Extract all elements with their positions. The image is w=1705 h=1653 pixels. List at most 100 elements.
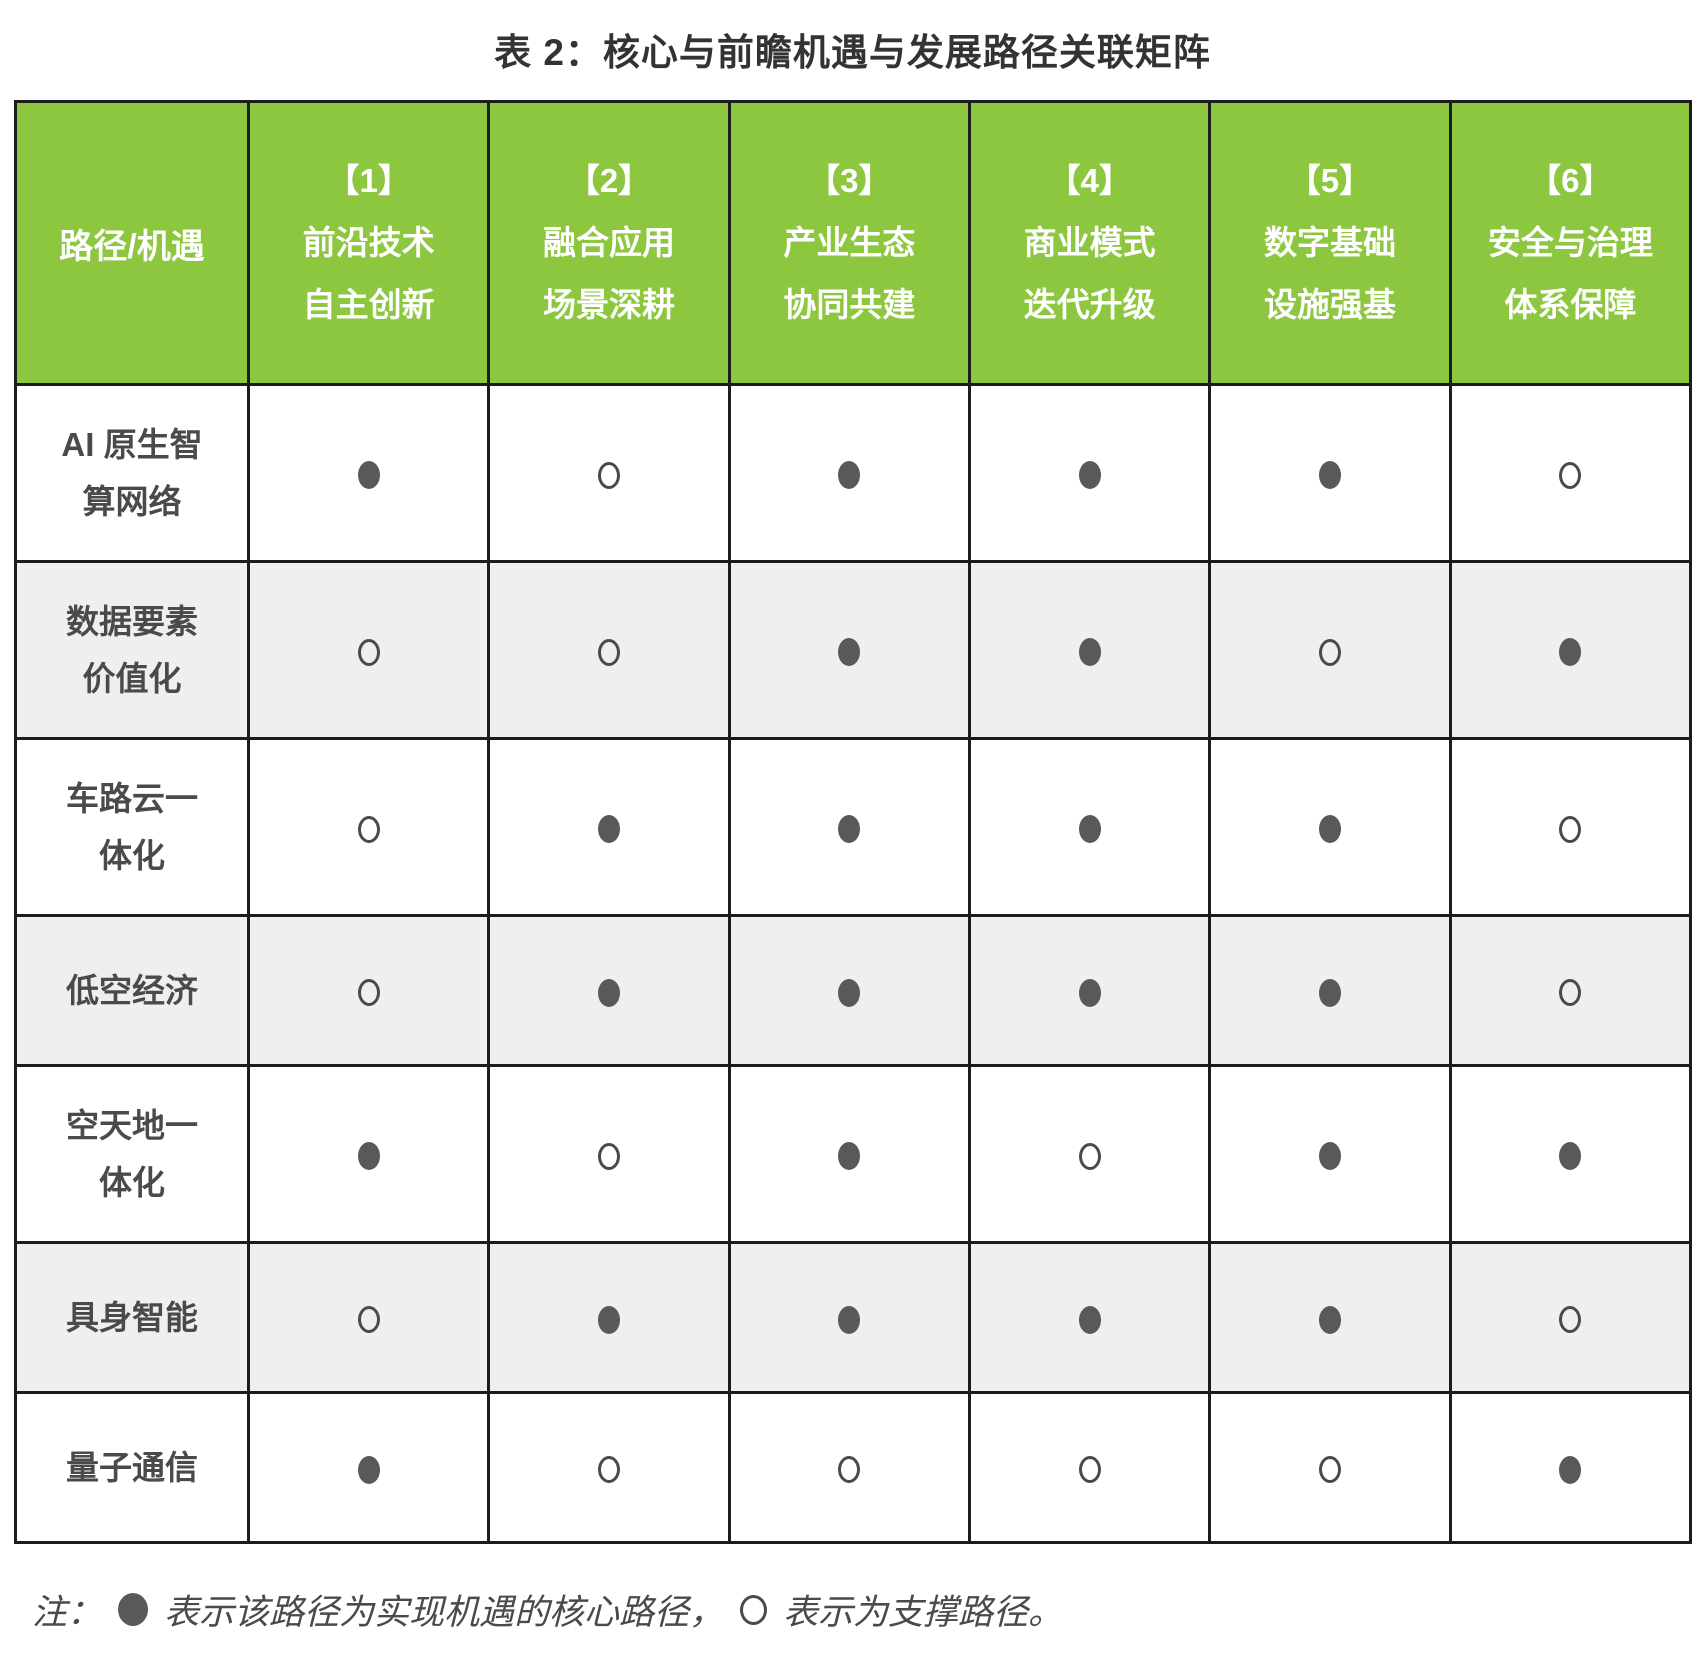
matrix-cell <box>727 737 971 917</box>
matrix-cell <box>1448 1241 1693 1394</box>
matrix-cell <box>967 914 1212 1067</box>
core-path-marker-icon <box>597 978 620 1007</box>
row-label-cell: 低空经济 <box>14 914 250 1067</box>
matrix-cell <box>727 914 971 1067</box>
matrix-cell <box>246 737 491 917</box>
core-path-marker-icon <box>1078 1305 1101 1334</box>
support-path-marker-icon <box>838 1456 861 1484</box>
row-label-cell: AI 原生智 算网络 <box>14 383 250 563</box>
column-header-line: 场景深耕 <box>542 286 675 323</box>
column-header-line: 商业模式 <box>1023 224 1156 261</box>
table-row: 量子通信 <box>14 1391 1693 1544</box>
matrix-body: AI 原生智 算网络 数据要素 价值化 车路云一 体化 低空经济 空天地一 体化 具身智能 量子通信 <box>14 383 1693 1544</box>
matrix-cell <box>246 560 491 740</box>
matrix-cell <box>727 383 971 563</box>
support-path-marker-icon <box>1559 815 1582 843</box>
core-path-marker-icon <box>838 1142 861 1171</box>
footnote: 注： 表示该路径为实现机遇的核心路径， 表示为支撑路径。 <box>14 1544 1691 1635</box>
core-path-marker-icon <box>838 461 861 490</box>
footnote-core-text: 表示该路径为实现机遇的核心路径， <box>164 1593 725 1632</box>
column-header-line: 迭代升级 <box>1023 286 1156 323</box>
column-header-line: 【4】 <box>1047 162 1132 199</box>
matrix-cell <box>246 1064 491 1244</box>
row-label-cell: 量子通信 <box>14 1391 250 1544</box>
column-header-line: 产业生态 <box>783 224 916 261</box>
row-label-line: 量子通信 <box>66 1449 198 1486</box>
support-path-marker-icon <box>740 1594 768 1625</box>
row-label-cell: 具身智能 <box>14 1241 250 1394</box>
table-row: 空天地一 体化 <box>14 1064 1693 1244</box>
core-path-marker-icon <box>1078 461 1101 490</box>
core-path-marker-icon <box>838 638 861 667</box>
matrix-cell <box>246 383 491 563</box>
row-label-cell: 数据要素 价值化 <box>14 560 250 740</box>
matrix-cell <box>1208 737 1452 917</box>
matrix-cell <box>1208 383 1452 563</box>
matrix-cell <box>727 560 971 740</box>
column-header-line: 安全与治理 <box>1487 224 1653 261</box>
support-path-marker-icon <box>357 979 380 1007</box>
matrix-cell <box>1208 914 1452 1067</box>
column-header-line: 自主创新 <box>302 286 435 323</box>
matrix-cell <box>1448 383 1693 563</box>
column-header-6: 【6】 安全与治理 体系保障 <box>1448 100 1693 386</box>
row-label-line: 数据要素 <box>66 603 198 640</box>
matrix-cell <box>246 1391 491 1544</box>
core-path-marker-icon <box>357 1142 380 1171</box>
table-row: 低空经济 <box>14 914 1693 1067</box>
matrix-cell <box>967 383 1212 563</box>
core-path-marker-icon <box>1318 815 1341 844</box>
core-path-marker-icon <box>1078 978 1101 1007</box>
core-path-marker-icon <box>838 978 861 1007</box>
core-path-marker-icon <box>1078 638 1101 667</box>
core-path-marker-icon <box>1559 638 1582 667</box>
matrix-cell <box>967 737 1212 917</box>
support-path-marker-icon <box>357 1306 380 1334</box>
matrix-cell <box>487 560 731 740</box>
row-label-line: 空天地一 <box>66 1107 198 1144</box>
column-header-line: 协同共建 <box>783 286 916 323</box>
support-path-marker-icon <box>357 638 380 666</box>
column-header-line: 【3】 <box>807 162 892 199</box>
core-path-marker-icon <box>357 461 380 490</box>
corner-header-cell: 路径/机遇 <box>14 100 250 386</box>
column-header-line: 【5】 <box>1287 162 1373 199</box>
matrix-cell <box>1448 737 1693 917</box>
core-path-marker-icon <box>838 1305 861 1334</box>
core-path-marker-icon <box>1318 461 1341 490</box>
column-header-line: 融合应用 <box>542 224 675 261</box>
row-label-cell: 空天地一 体化 <box>14 1064 250 1244</box>
row-label-line: 体化 <box>99 1164 165 1201</box>
support-path-marker-icon <box>1078 1142 1101 1170</box>
correlation-matrix-table: 路径/机遇 【1】 前沿技术 自主创新 【2】 融合应用 场景深耕 【3】 产业生态 协同共建【… <box>14 100 1693 1544</box>
support-path-marker-icon <box>597 1142 620 1170</box>
table-title: 表 2：核心与前瞻机遇与发展路径关联矩阵 <box>494 32 1211 73</box>
table-row: AI 原生智 算网络 <box>14 383 1693 563</box>
support-path-marker-icon <box>1318 638 1341 666</box>
core-path-marker-icon <box>1318 1305 1341 1334</box>
support-path-marker-icon <box>1559 1306 1582 1334</box>
row-label-line: AI 原生智 <box>61 426 203 463</box>
column-header-5: 【5】 数字基础 设施强基 <box>1208 100 1452 386</box>
row-label-line: 价值化 <box>82 660 182 697</box>
core-path-marker-icon <box>1318 1142 1341 1171</box>
support-path-marker-icon <box>1318 1456 1341 1484</box>
matrix-cell <box>1208 1064 1452 1244</box>
core-path-marker-icon <box>597 1305 620 1334</box>
matrix-cell <box>967 1064 1212 1244</box>
table-row: 具身智能 <box>14 1241 1693 1394</box>
matrix-cell <box>727 1064 971 1244</box>
core-path-marker-icon <box>1318 978 1341 1007</box>
core-path-marker-icon <box>597 815 620 844</box>
support-path-marker-icon <box>1078 1456 1101 1484</box>
matrix-cell <box>1208 560 1452 740</box>
column-header-line: 【1】 <box>326 162 411 199</box>
row-label-line: 体化 <box>99 837 165 874</box>
support-path-marker-icon <box>597 638 620 666</box>
matrix-cell <box>487 383 731 563</box>
matrix-cell <box>487 737 731 917</box>
matrix-cell <box>967 1391 1212 1544</box>
column-header-line: 【6】 <box>1528 162 1613 199</box>
table-row: 数据要素 价值化 <box>14 560 1693 740</box>
